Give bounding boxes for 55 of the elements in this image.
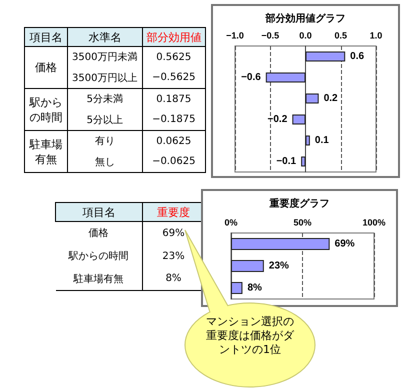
text: 0.0625 (142, 130, 206, 152)
data-label: −0.6 (241, 72, 262, 83)
x-tick-label: 0.0 (299, 30, 312, 40)
text: 0.5625 (142, 46, 206, 68)
data-label: 23% (268, 260, 290, 272)
data-label: 69% (334, 238, 355, 250)
bar (231, 282, 242, 294)
bar (292, 114, 306, 124)
text: 3500万円以上 (68, 68, 142, 88)
x-tick-label: −0.5 (261, 30, 280, 40)
data-label: 0.1 (314, 135, 330, 146)
text: 駅からの時間 (56, 244, 142, 268)
data-label: 0.2 (324, 93, 338, 104)
data-label: 0.6 (350, 51, 364, 62)
x-tick-label: 0% (224, 218, 238, 228)
data-label: −0.1 (276, 156, 297, 167)
x-tick-label: 1.0 (370, 30, 382, 40)
text: 水準名 (68, 28, 142, 46)
x-tick-label: 50% (293, 218, 312, 228)
text: 0.1875 (142, 88, 206, 110)
text: マンション選択の重要度は価格がダントツの1位 (205, 315, 295, 357)
text: 項目名 (56, 202, 142, 222)
x-tick-label: 0.5 (334, 30, 348, 40)
text: 項目名 (24, 28, 68, 46)
text: −0.5625 (151, 71, 196, 86)
text: 部分効用値 (142, 28, 206, 46)
text: 5分未満 (68, 88, 142, 110)
text: 駐車場有無 (56, 268, 142, 290)
bar (231, 238, 330, 250)
text: 8% (164, 272, 182, 286)
text: 69% (161, 226, 186, 241)
x-tick-label: 100% (362, 218, 386, 228)
bar (306, 52, 346, 62)
text: −0.1875 (151, 113, 196, 128)
text: 価格 (24, 46, 68, 88)
bar (306, 136, 310, 146)
text: 駅からの時間 (24, 88, 68, 130)
text: 有り (68, 130, 142, 152)
bar (306, 94, 319, 104)
bar (301, 156, 306, 166)
text: 重要度 (142, 202, 204, 222)
text: 5分以上 (68, 110, 142, 130)
chart-title: 部分効用値グラフ (264, 12, 346, 24)
text: −0.0625 (151, 155, 196, 170)
data-label: 8% (247, 282, 262, 294)
text: 駐車場有無 (24, 130, 68, 172)
text: 無し (68, 152, 142, 172)
bar (266, 72, 306, 82)
data-label: −0.2 (268, 114, 288, 125)
text: 価格 (56, 222, 142, 244)
chart-title: 重要度グラフ (268, 198, 330, 210)
bar (231, 260, 264, 272)
text: 3500万円未満 (68, 46, 142, 68)
x-tick-label: −1.0 (226, 30, 244, 40)
text: 23% (161, 250, 186, 264)
